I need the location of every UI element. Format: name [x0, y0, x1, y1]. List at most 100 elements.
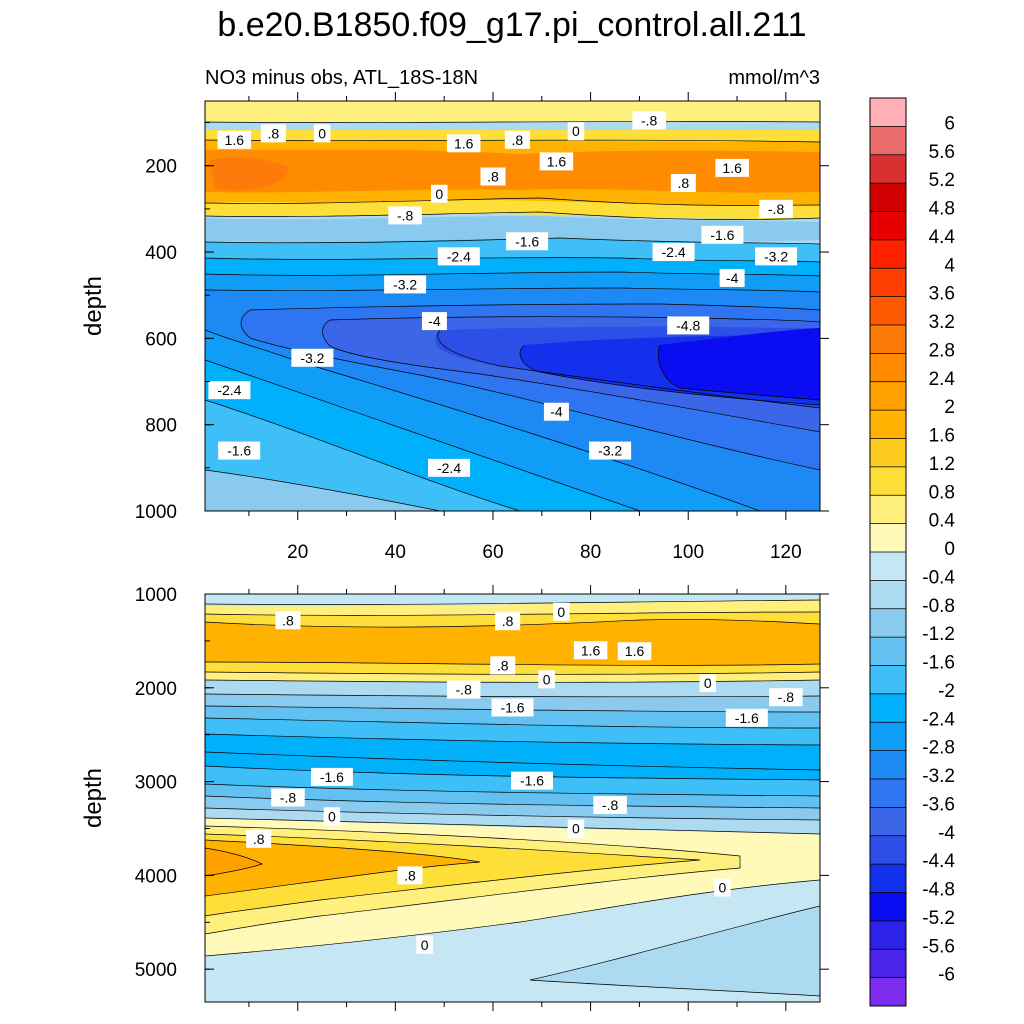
upper-frame	[204, 100, 821, 512]
contour-label-bg	[421, 312, 447, 331]
lower-filled-contours	[205, 594, 820, 1002]
colorbar-swatch	[870, 495, 906, 525]
contour-label: .8	[480, 167, 506, 186]
contour-label-text: -.8	[397, 207, 414, 223]
contour-label-bg	[667, 316, 710, 335]
colorbar-swatch	[870, 98, 906, 127]
contour-label-text: -4.8	[676, 317, 700, 333]
contour-label-bg	[593, 796, 627, 815]
contour-label-text: .8	[267, 125, 279, 141]
contour-label-bg	[567, 122, 585, 141]
contour-label: -1.6	[218, 441, 261, 460]
contour-label-bg	[397, 866, 423, 885]
contour-label: .8	[397, 866, 423, 885]
x-tick-label: 40	[385, 542, 406, 563]
colorbar-swatch	[870, 126, 906, 156]
lower-contour-lines	[205, 599, 820, 997]
colorbar-label: 0.4	[929, 511, 956, 532]
contour-label: -1.6	[491, 698, 534, 717]
colorbar-swatch	[870, 665, 906, 695]
lower-frame	[204, 593, 821, 1003]
contour-label-text: 1.6	[454, 135, 474, 151]
colorbar-swatch	[870, 552, 906, 581]
lower-line	[205, 879, 820, 957]
upper-contour-lines	[205, 121, 820, 511]
contour-label-text: .8	[677, 175, 689, 191]
contour-label-bg	[313, 124, 331, 143]
contour-label-text: -1.6	[515, 233, 539, 249]
contour-label-bg	[217, 130, 252, 149]
contour-label: -.8	[446, 680, 481, 699]
lower-line	[205, 599, 820, 605]
contour-label: 0	[567, 122, 585, 141]
contour-label-text: -.8	[456, 682, 473, 698]
contour-label-bg	[715, 158, 749, 177]
contour-label-text: -4	[428, 313, 441, 329]
upper-line	[437, 329, 820, 409]
lower-line	[205, 807, 820, 821]
contour-label-text: 0	[704, 675, 712, 691]
contour-label-bg	[769, 688, 803, 707]
contour-label-bg	[699, 674, 716, 693]
lower-line	[205, 847, 263, 877]
x-tick-label: 100	[672, 542, 704, 563]
contour-label-bg	[759, 199, 793, 218]
colorbar-label: -0.8	[922, 596, 955, 617]
contour-label-text: .8	[512, 132, 524, 148]
contour-label-bg	[632, 111, 666, 130]
upper-line	[329, 316, 820, 323]
lower-band-cool9	[205, 796, 820, 820]
colorbar-label: -3.2	[922, 766, 955, 787]
contour-label: -3.2	[589, 441, 632, 460]
contour-label-text: -2.4	[217, 382, 241, 398]
contour-label-bg	[714, 878, 731, 897]
contour-label-bg	[511, 771, 554, 790]
contour-label-bg	[208, 381, 251, 400]
contour-label-bg	[260, 124, 286, 143]
colorbar-label: 5.2	[929, 170, 955, 191]
colorbar-label: -2.4	[922, 709, 955, 730]
contour-label: 0	[323, 807, 341, 826]
contour-label: 0	[538, 670, 555, 689]
colorbar-swatch	[870, 466, 906, 496]
contour-label-text: 1.6	[625, 643, 645, 659]
contour-label-bg	[246, 829, 272, 848]
upper-line	[322, 319, 820, 433]
contour-label-text: -3.2	[764, 248, 788, 264]
contour-label-bg	[446, 134, 481, 153]
contour-label-text: 0	[328, 808, 336, 824]
contour-label: -.8	[271, 788, 305, 807]
y-tick-label: 4000	[135, 866, 177, 887]
figure-title: b.e20.B1850.f09_g17.pi_control.all.211	[217, 6, 806, 44]
lower-line	[529, 905, 820, 997]
contour-label-bg	[323, 807, 341, 826]
contour-label-bg	[271, 788, 305, 807]
contour-label-text: -.8	[778, 689, 795, 705]
upper-line	[205, 271, 820, 277]
colorbar-swatch	[870, 239, 906, 269]
contour-label-text: -1.6	[500, 699, 524, 715]
subtitle-right: mmol/m^3	[728, 67, 820, 89]
lower-line	[205, 833, 701, 917]
contour-label-text: -1.6	[320, 769, 344, 785]
contour-label: -1.6	[511, 771, 554, 790]
contour-label-bg	[589, 441, 632, 460]
colorbar-label: 3.2	[929, 312, 955, 333]
colorbar-swatch	[870, 268, 906, 298]
contour-label-bg	[543, 402, 569, 421]
contour-label: 1.6	[539, 152, 574, 171]
contour-label-bg	[538, 670, 555, 689]
contour-label: 0	[431, 184, 448, 203]
contour-label: -4	[543, 402, 569, 421]
contour-label-bg	[573, 641, 608, 660]
upper-band-deep	[205, 470, 440, 511]
contour-label-text: -2.4	[437, 460, 461, 476]
lower-band-deep-blue	[530, 906, 820, 996]
contour-label-bg	[218, 441, 261, 460]
y-tick-label: 5000	[135, 960, 177, 981]
contour-label-bg	[670, 174, 696, 192]
contour-label-text: .8	[404, 867, 416, 883]
contour-label: .8	[260, 124, 286, 143]
colorbar-label: -5.2	[922, 908, 955, 929]
